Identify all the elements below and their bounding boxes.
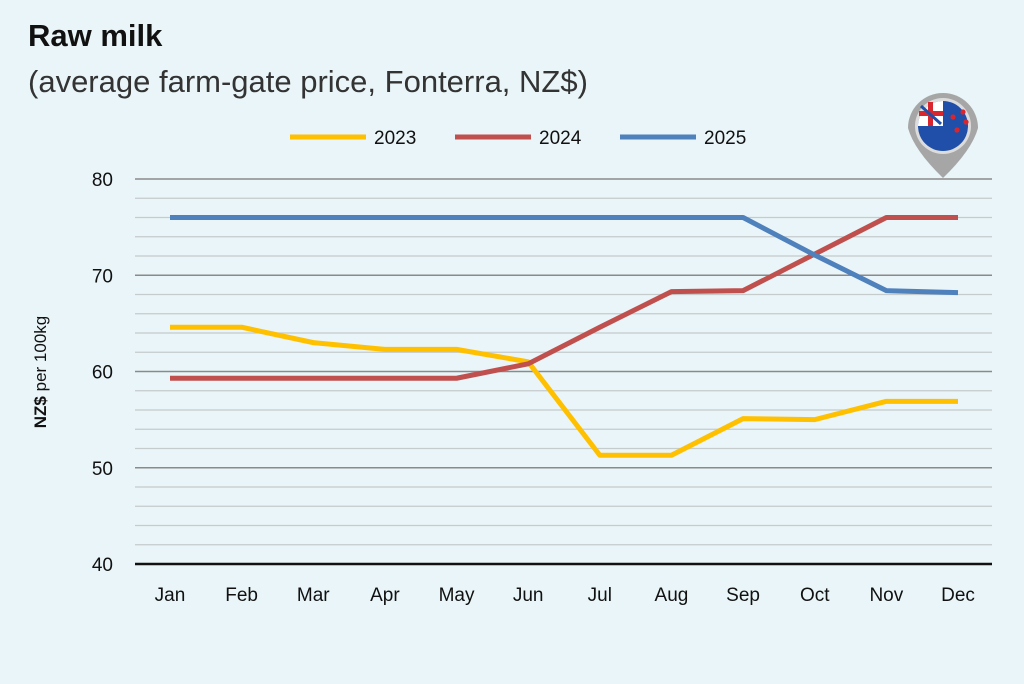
x-tick-label: Oct — [800, 585, 830, 606]
legend-label-2023: 2023 — [374, 128, 416, 149]
y-tick-label: 70 — [92, 266, 113, 287]
series-line-2024 — [170, 215, 958, 381]
x-tick-label: Apr — [370, 585, 400, 606]
x-tick-label: Nov — [869, 585, 903, 606]
legend-label-2025: 2025 — [704, 128, 746, 149]
new-zealand-flag-icon — [908, 93, 978, 178]
chart-subtitle: (average farm-gate price, Fonterra, NZ$) — [28, 64, 588, 99]
y-tick-label: 40 — [92, 555, 113, 576]
series-line-2025 — [170, 215, 959, 296]
y-tick-label: 50 — [92, 459, 113, 480]
y-tick-label: 80 — [92, 170, 113, 191]
x-tick-label: Jun — [513, 585, 544, 606]
x-tick-label: Aug — [655, 585, 689, 606]
y-tick-label: 60 — [92, 363, 113, 384]
x-tick-label: Jul — [588, 585, 612, 606]
x-tick-label: Mar — [297, 585, 330, 606]
x-tick-label: Feb — [225, 585, 258, 606]
legend-label-2024: 2024 — [539, 128, 582, 149]
x-tick-label: Jan — [155, 585, 186, 606]
y-axis-label: NZ$ per 100kg — [31, 316, 50, 428]
series-line-2023 — [170, 324, 958, 458]
x-tick-label: May — [439, 585, 475, 606]
x-tick-label: Sep — [726, 585, 760, 606]
chart-title: Raw milk — [28, 18, 163, 53]
x-tick-label: Dec — [941, 585, 975, 606]
